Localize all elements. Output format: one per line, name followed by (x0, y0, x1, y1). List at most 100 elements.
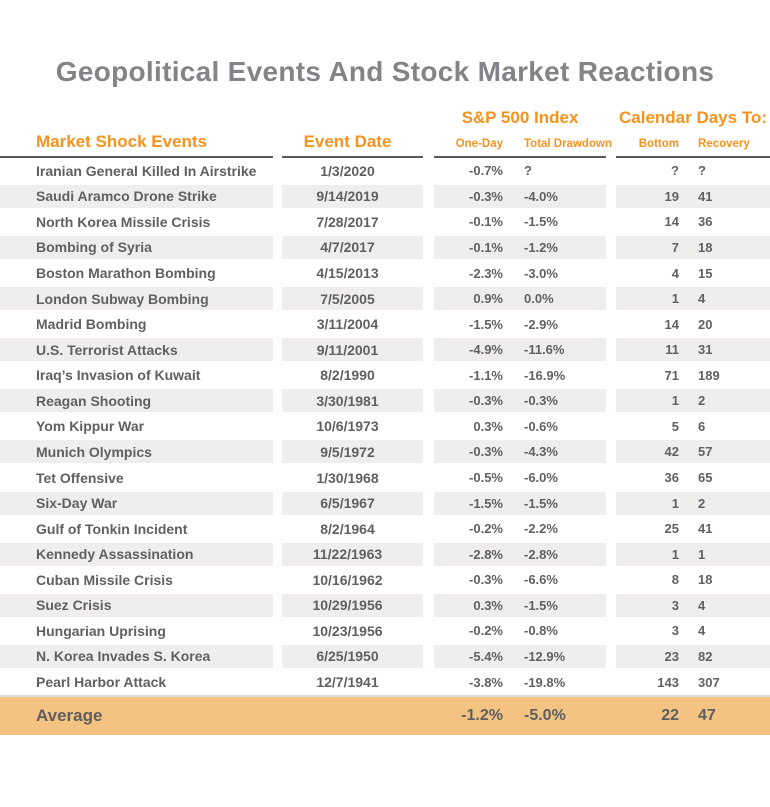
one-day-return-value: -1.5% (469, 495, 503, 511)
one-day-return-value: -3.8% (469, 674, 503, 690)
event-date: 11/22/1963 (312, 546, 383, 563)
col-group-calendar-days: Calendar Days To: (618, 108, 767, 127)
table-row: N. Korea Invades S. Korea 6/25/1950 -5.4… (0, 644, 770, 670)
one-day-return-value: -0.5% (469, 470, 503, 486)
event-date: 10/6/1973 (316, 418, 379, 435)
event-date: 12/7/1941 (316, 674, 379, 691)
table-row: Boston Marathon Bombing 4/15/2013 -2.3% … (0, 260, 770, 286)
table-row: U.S. Terrorist Attacks 9/11/2001 -4.9% -… (0, 337, 770, 363)
days-to-recovery-value: 4 (698, 597, 706, 613)
days-to-bottom-value: 3 (671, 597, 679, 613)
page-title: Geopolitical Events And Stock Market Rea… (55, 56, 715, 87)
table-row: Pearl Harbor Attack 12/7/1941 -3.8% -19.… (0, 669, 770, 695)
table-row: Iraq’s Invasion of Kuwait 8/2/1990 -1.1%… (0, 363, 770, 389)
event-date: 7/28/2017 (316, 213, 379, 230)
event-name: Tet Offensive (36, 469, 124, 486)
col-header-market-shock-events: Market Shock Events (36, 132, 208, 151)
total-drawdown-value: -0.3% (524, 393, 558, 409)
total-drawdown-value: -2.2% (524, 521, 558, 537)
event-date: 6/5/1967 (320, 495, 375, 512)
event-name: Pearl Harbor Attack (36, 674, 167, 691)
days-to-bottom-value: ? (671, 163, 679, 179)
one-day-return-value: -0.1% (469, 214, 503, 230)
one-day-return-value: -0.2% (469, 521, 503, 537)
days-to-bottom-value: 3 (671, 623, 679, 639)
total-drawdown-value: -6.0% (524, 470, 558, 486)
average-days-to-recovery-value: 47 (698, 706, 716, 724)
days-to-bottom-value: 1 (671, 546, 679, 562)
one-day-return-value: 0.9% (473, 291, 503, 307)
days-to-recovery-value: 41 (698, 188, 713, 204)
days-to-bottom-value: 36 (664, 470, 679, 486)
event-name: Gulf of Tonkin Incident (36, 520, 188, 537)
days-to-bottom-value: 5 (671, 418, 679, 434)
average-row: Average -1.2% -5.0% 22 47 (0, 694, 770, 735)
one-day-return-value: -1.1% (469, 367, 503, 383)
total-drawdown-value: -16.9% (524, 367, 566, 383)
days-to-bottom-value: 1 (671, 393, 679, 409)
event-name: N. Korea Invades S. Korea (36, 648, 211, 665)
event-name: North Korea Missile Crisis (36, 213, 211, 230)
days-to-recovery-value: 31 (698, 342, 713, 358)
days-to-recovery-value: 2 (698, 495, 706, 511)
event-name: Munich Olympics (36, 443, 152, 460)
one-day-return-value: -1.5% (469, 316, 503, 332)
days-to-recovery-value: 307 (698, 674, 720, 690)
table-row: Saudi Aramco Drone Strike 9/14/2019 -0.3… (0, 184, 770, 210)
one-day-return-value: -0.1% (469, 239, 503, 255)
event-name: Iranian General Killed In Airstrike (36, 162, 257, 179)
event-date: 3/30/1981 (316, 392, 379, 409)
days-to-recovery-value: 18 (698, 572, 713, 588)
one-day-return-value: -2.3% (469, 265, 503, 281)
event-date: 10/23/1956 (312, 622, 383, 639)
table-row: Kennedy Assassination 11/22/1963 -2.8% -… (0, 541, 770, 567)
days-to-recovery-value: 6 (698, 418, 706, 434)
table-row: Bombing of Syria 4/7/2017 -0.1% -1.2% 7 … (0, 235, 770, 261)
table-row: Munich Olympics 9/5/1972 -0.3% -4.3% 42 … (0, 439, 770, 465)
days-to-bottom-value: 1 (671, 495, 679, 511)
total-drawdown-value: -4.3% (524, 444, 558, 460)
average-label: Average (36, 705, 103, 725)
total-drawdown-value: -0.8% (524, 623, 558, 639)
table-row: Iranian General Killed In Airstrike 1/3/… (0, 158, 770, 184)
event-name: Hungarian Uprising (36, 622, 166, 639)
table-row: North Korea Missile Crisis 7/28/2017 -0.… (0, 209, 770, 235)
event-date: 4/15/2013 (316, 265, 379, 282)
column-group-header-row: S&P 500 Index Calendar Days To: (0, 102, 770, 128)
days-to-recovery-value: 18 (698, 239, 713, 255)
event-date: 9/14/2019 (316, 188, 379, 205)
one-day-return-value: -0.3% (469, 393, 503, 409)
table-row: London Subway Bombing 7/5/2005 0.9% 0.0%… (0, 286, 770, 312)
days-to-bottom-value: 143 (657, 674, 679, 690)
days-to-bottom-value: 25 (664, 521, 679, 537)
one-day-return-value: -0.7% (469, 163, 503, 179)
event-name: Iraq’s Invasion of Kuwait (36, 367, 201, 384)
event-date: 4/7/2017 (320, 239, 375, 256)
col-group-sp500-index: S&P 500 Index (461, 108, 579, 127)
event-date: 10/16/1962 (312, 571, 383, 588)
col-header-one-day: One-Day (455, 138, 503, 150)
event-date: 9/11/2001 (316, 341, 379, 358)
col-header-total-drawdown: Total Drawdown (524, 138, 612, 150)
total-drawdown-value: -1.5% (524, 597, 558, 613)
days-to-recovery-value: 20 (698, 316, 713, 332)
days-to-recovery-value: 4 (698, 623, 706, 639)
table-row: Gulf of Tonkin Incident 8/2/1964 -0.2% -… (0, 516, 770, 542)
days-to-recovery-value: 189 (698, 367, 720, 383)
days-to-recovery-value: 4 (698, 291, 706, 307)
total-drawdown-value: -2.8% (524, 546, 558, 562)
total-drawdown-value: ? (524, 163, 532, 179)
total-drawdown-value: -1.5% (524, 214, 558, 230)
event-date: 6/25/1950 (316, 648, 379, 665)
days-to-recovery-value: 41 (698, 521, 713, 537)
table-row: Tet Offensive 1/30/1968 -0.5% -6.0% 36 6… (0, 465, 770, 491)
event-name: Reagan Shooting (36, 392, 152, 409)
days-to-recovery-value: 2 (698, 393, 706, 409)
table-row: Madrid Bombing 3/11/2004 -1.5% -2.9% 14 … (0, 311, 770, 337)
table-row: Yom Kippur War 10/6/1973 0.3% -0.6% 5 6 (0, 414, 770, 440)
average-one-day-value: -1.2% (461, 706, 503, 724)
event-date: 8/2/1990 (320, 367, 375, 384)
event-name: Six-Day War (36, 495, 118, 512)
days-to-bottom-value: 8 (671, 572, 679, 588)
